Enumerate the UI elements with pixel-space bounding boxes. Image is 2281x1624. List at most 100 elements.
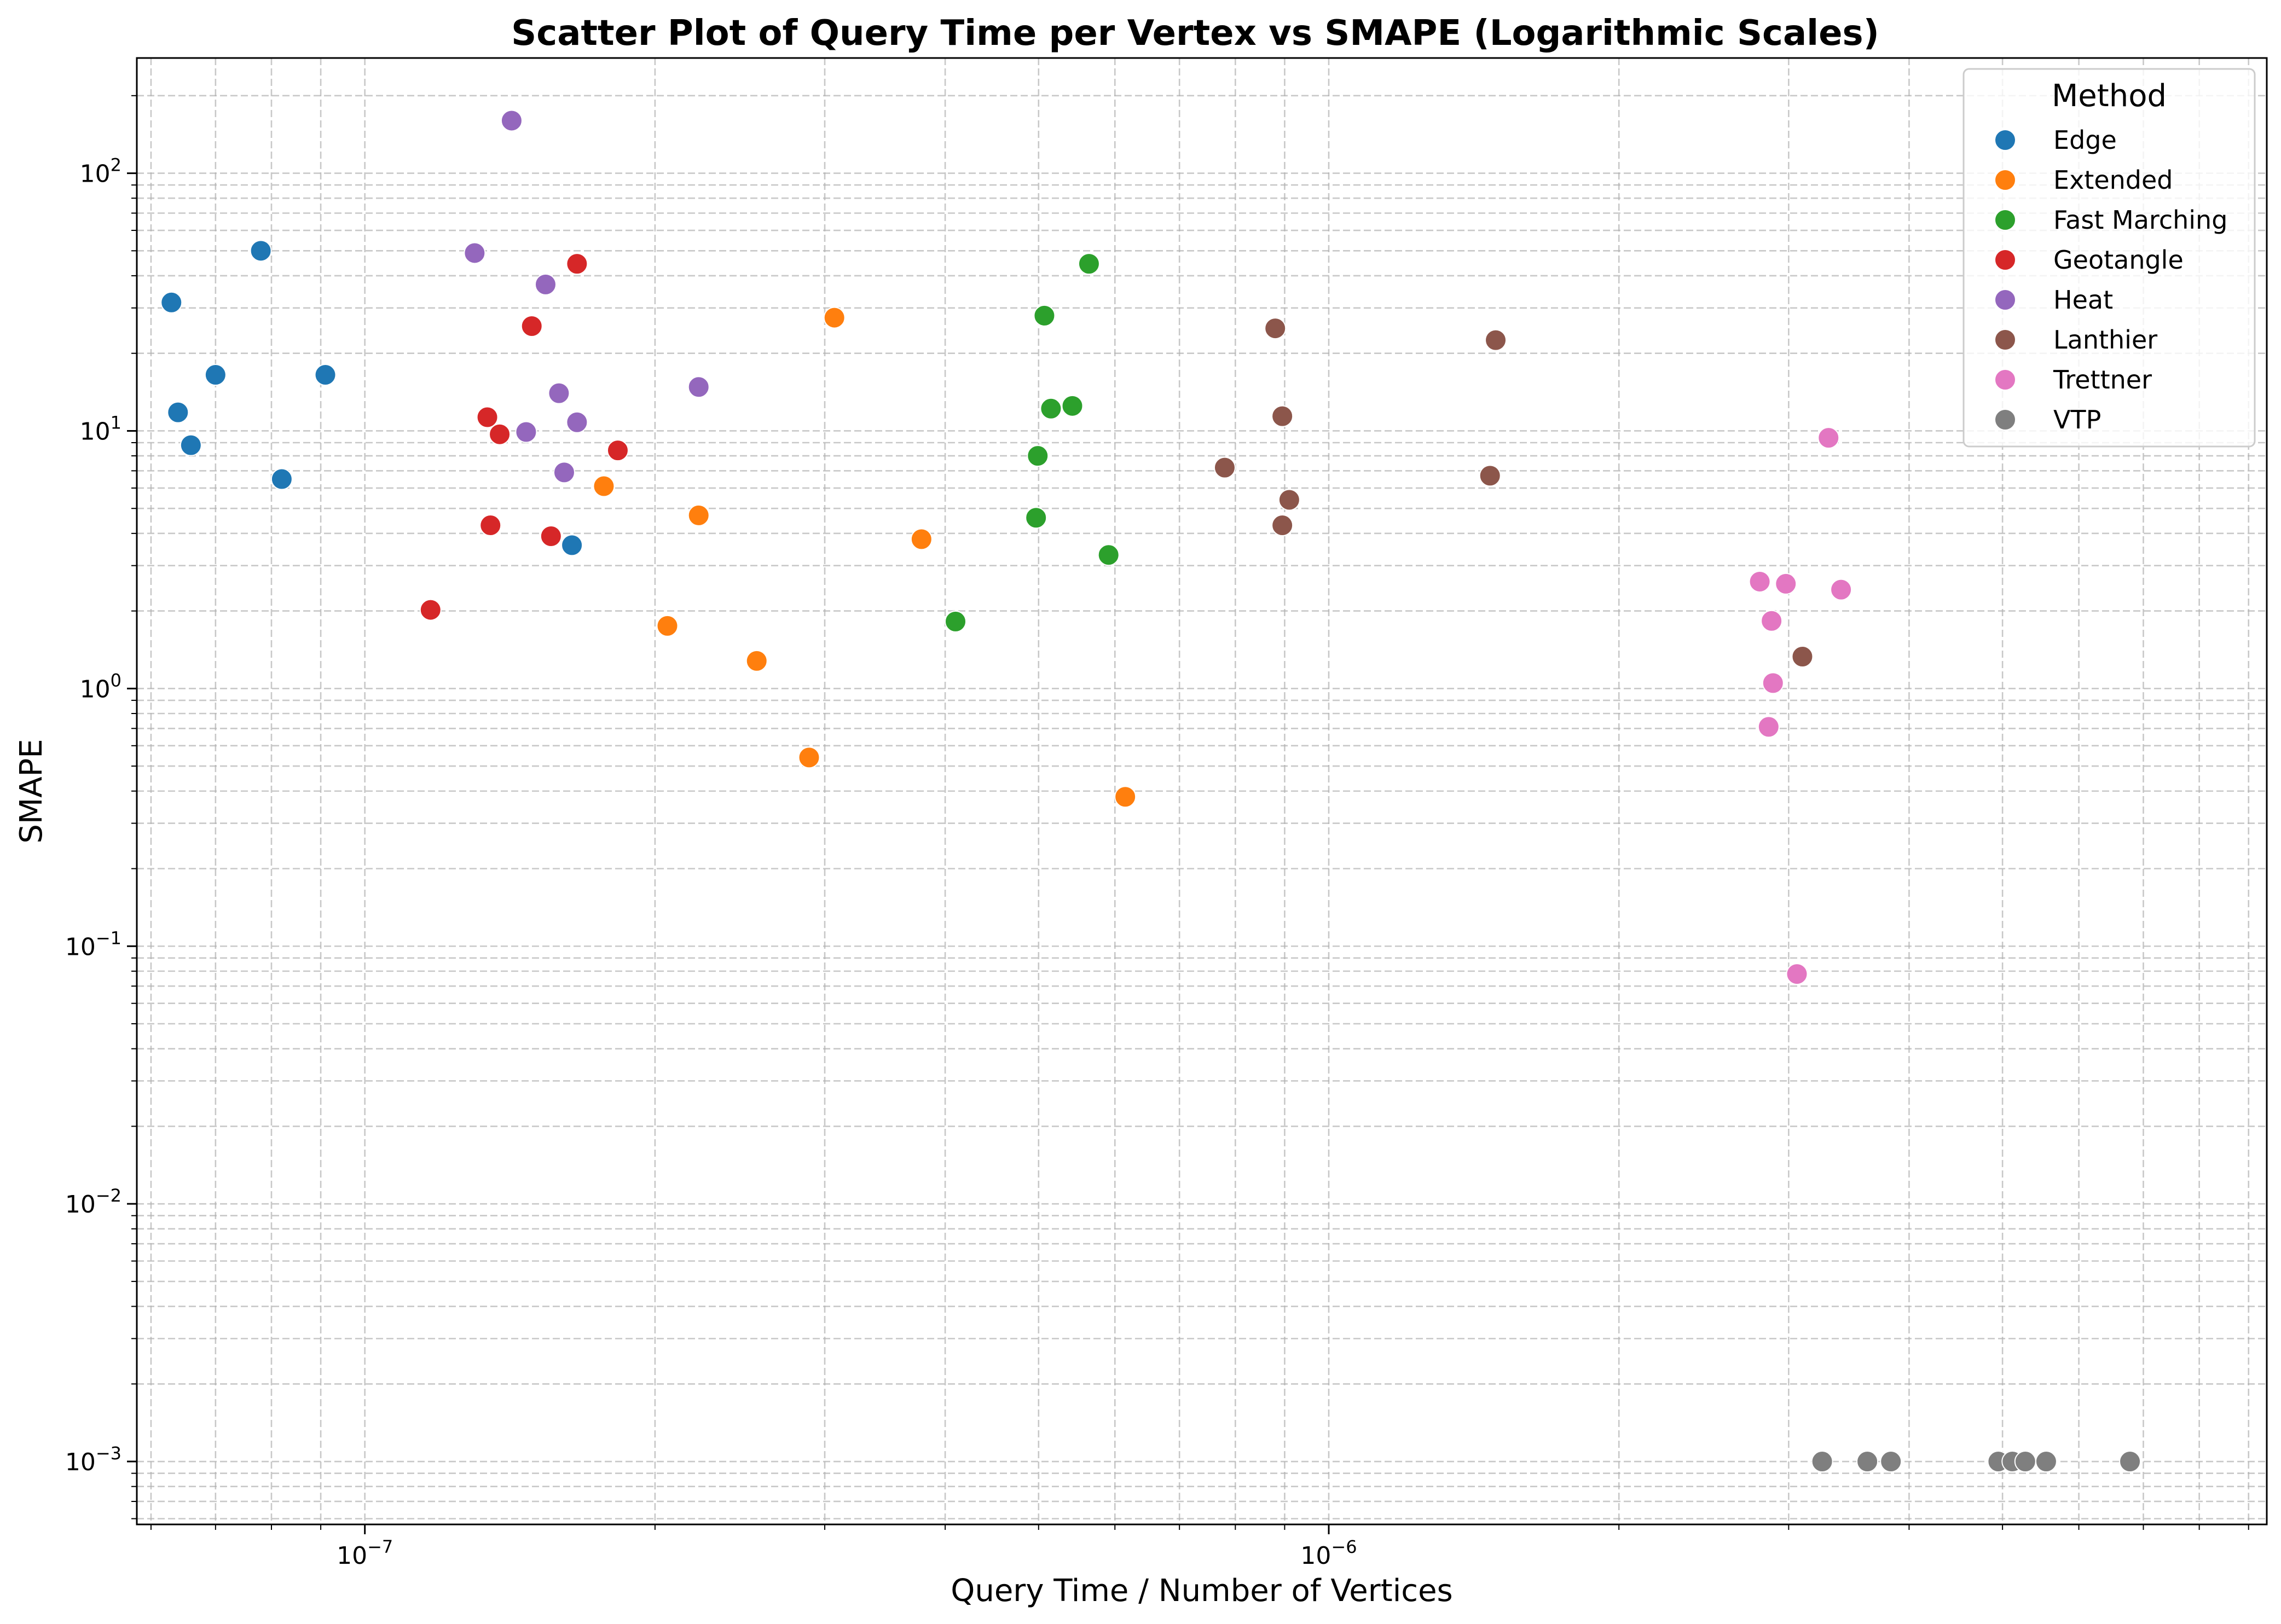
point-trettner — [1757, 716, 1780, 738]
point-vtp — [1856, 1451, 1879, 1473]
point-lanthier — [1485, 329, 1507, 351]
grid-layer — [137, 58, 2267, 1524]
point-edge — [314, 364, 337, 386]
point-lanthier — [1271, 514, 1294, 537]
legend-label-trettner: Trettner — [2053, 365, 2152, 395]
point-edge — [270, 468, 293, 490]
point-lanthier — [1213, 456, 1236, 479]
x-tick-label: 10−7 — [337, 1536, 393, 1570]
point-geotangle — [489, 423, 511, 445]
point-geotangle — [606, 439, 629, 462]
legend-label-geotangle: Geotangle — [2053, 245, 2184, 275]
y-tick-label: 10−3 — [65, 1443, 121, 1476]
point-geotangle — [419, 599, 442, 621]
point-heat — [566, 411, 588, 433]
point-trettner — [1830, 578, 1852, 601]
point-extended — [823, 306, 846, 329]
point-fast-marching — [1061, 395, 1084, 417]
point-fast-marching — [1097, 544, 1120, 566]
legend-label-fast-marching: Fast Marching — [2053, 205, 2227, 235]
point-geotangle — [566, 253, 588, 275]
point-extended — [798, 746, 820, 769]
point-lanthier — [1264, 317, 1287, 340]
series-heat — [464, 109, 710, 484]
series-vtp — [1811, 1451, 2141, 1473]
point-geotangle — [479, 514, 502, 537]
point-heat — [464, 242, 486, 264]
point-trettner — [1817, 427, 1840, 449]
legend-items: Edge Extended Fast Marching Geotangle Heat La… — [1994, 125, 2227, 434]
point-fast-marching — [1027, 445, 1049, 467]
legend-label-edge: Edge — [2053, 125, 2117, 155]
point-extended — [1114, 786, 1137, 808]
legend-title: Method — [2052, 78, 2167, 114]
point-fast-marching — [1040, 397, 1062, 420]
series-geotangle — [419, 253, 629, 621]
point-heat — [548, 382, 570, 404]
point-extended — [745, 649, 768, 672]
point-lanthier — [1278, 489, 1300, 511]
point-heat — [687, 376, 710, 398]
point-heat — [515, 421, 537, 443]
point-fast-marching — [1078, 253, 1100, 275]
x-axis-label: Query Time / Number of Vertices — [951, 1573, 1452, 1609]
point-lanthier — [1271, 405, 1294, 427]
plot-frame — [136, 57, 2268, 1526]
point-edge — [204, 364, 227, 386]
point-vtp — [2014, 1451, 2036, 1473]
point-edge — [167, 401, 189, 424]
point-trettner — [1749, 570, 1771, 593]
series-edge — [160, 240, 583, 556]
legend-label-extended: Extended — [2053, 165, 2173, 195]
legend-box — [1962, 68, 2256, 448]
point-geotangle — [520, 315, 543, 338]
legend-marker-trettner — [1994, 369, 2016, 391]
legend-label-lanthier: Lanthier — [2053, 325, 2157, 355]
point-edge — [160, 291, 183, 314]
point-fast-marching — [1033, 304, 1056, 327]
y-axis-label: SMAPE — [14, 739, 49, 843]
point-trettner — [1786, 963, 1808, 985]
legend-marker-heat — [1994, 289, 2016, 311]
point-edge — [250, 240, 272, 262]
y-tick-label: 101 — [80, 412, 121, 445]
points-layer — [160, 109, 2141, 1473]
point-fast-marching — [944, 610, 966, 633]
legend-marker-vtp — [1994, 409, 2016, 431]
series-extended — [593, 306, 1137, 808]
point-extended — [687, 504, 710, 526]
legend-label-heat: Heat — [2053, 285, 2113, 315]
point-vtp — [1811, 1451, 1833, 1473]
ticks-layer: 10−7 10−6 102 101 100 10−1 10−2 10−3 — [65, 95, 2249, 1570]
series-lanthier — [1213, 317, 1814, 668]
point-lanthier — [1479, 465, 1501, 487]
series-fast-marching — [944, 253, 1120, 633]
legend-marker-extended — [1994, 169, 2016, 191]
point-trettner — [1775, 572, 1797, 595]
legend-marker-lanthier — [1994, 329, 2016, 351]
point-edge — [180, 434, 202, 456]
point-vtp — [2035, 1451, 2057, 1473]
point-edge — [561, 534, 583, 556]
y-tick-label: 102 — [80, 155, 121, 188]
legend: Method Edge Extended Fast Marching Geotangl… — [1962, 68, 2256, 448]
point-extended — [910, 528, 933, 550]
point-lanthier — [1791, 646, 1814, 668]
point-heat — [500, 109, 523, 132]
point-geotangle — [476, 406, 499, 428]
point-vtp — [1880, 1451, 1902, 1473]
y-tick-label: 100 — [80, 670, 121, 703]
x-tick-label: 10−6 — [1300, 1536, 1357, 1570]
legend-marker-edge — [1994, 129, 2016, 151]
point-fast-marching — [1025, 507, 1047, 529]
point-geotangle — [540, 525, 562, 548]
point-heat — [553, 461, 575, 484]
legend-marker-geotangle — [1994, 249, 2016, 271]
point-extended — [593, 475, 615, 497]
legend-marker-fast-marching — [1994, 209, 2016, 231]
point-heat — [534, 273, 557, 295]
y-tick-label: 10−1 — [65, 927, 121, 961]
point-vtp — [2119, 1451, 2141, 1473]
series-trettner — [1749, 427, 1852, 985]
